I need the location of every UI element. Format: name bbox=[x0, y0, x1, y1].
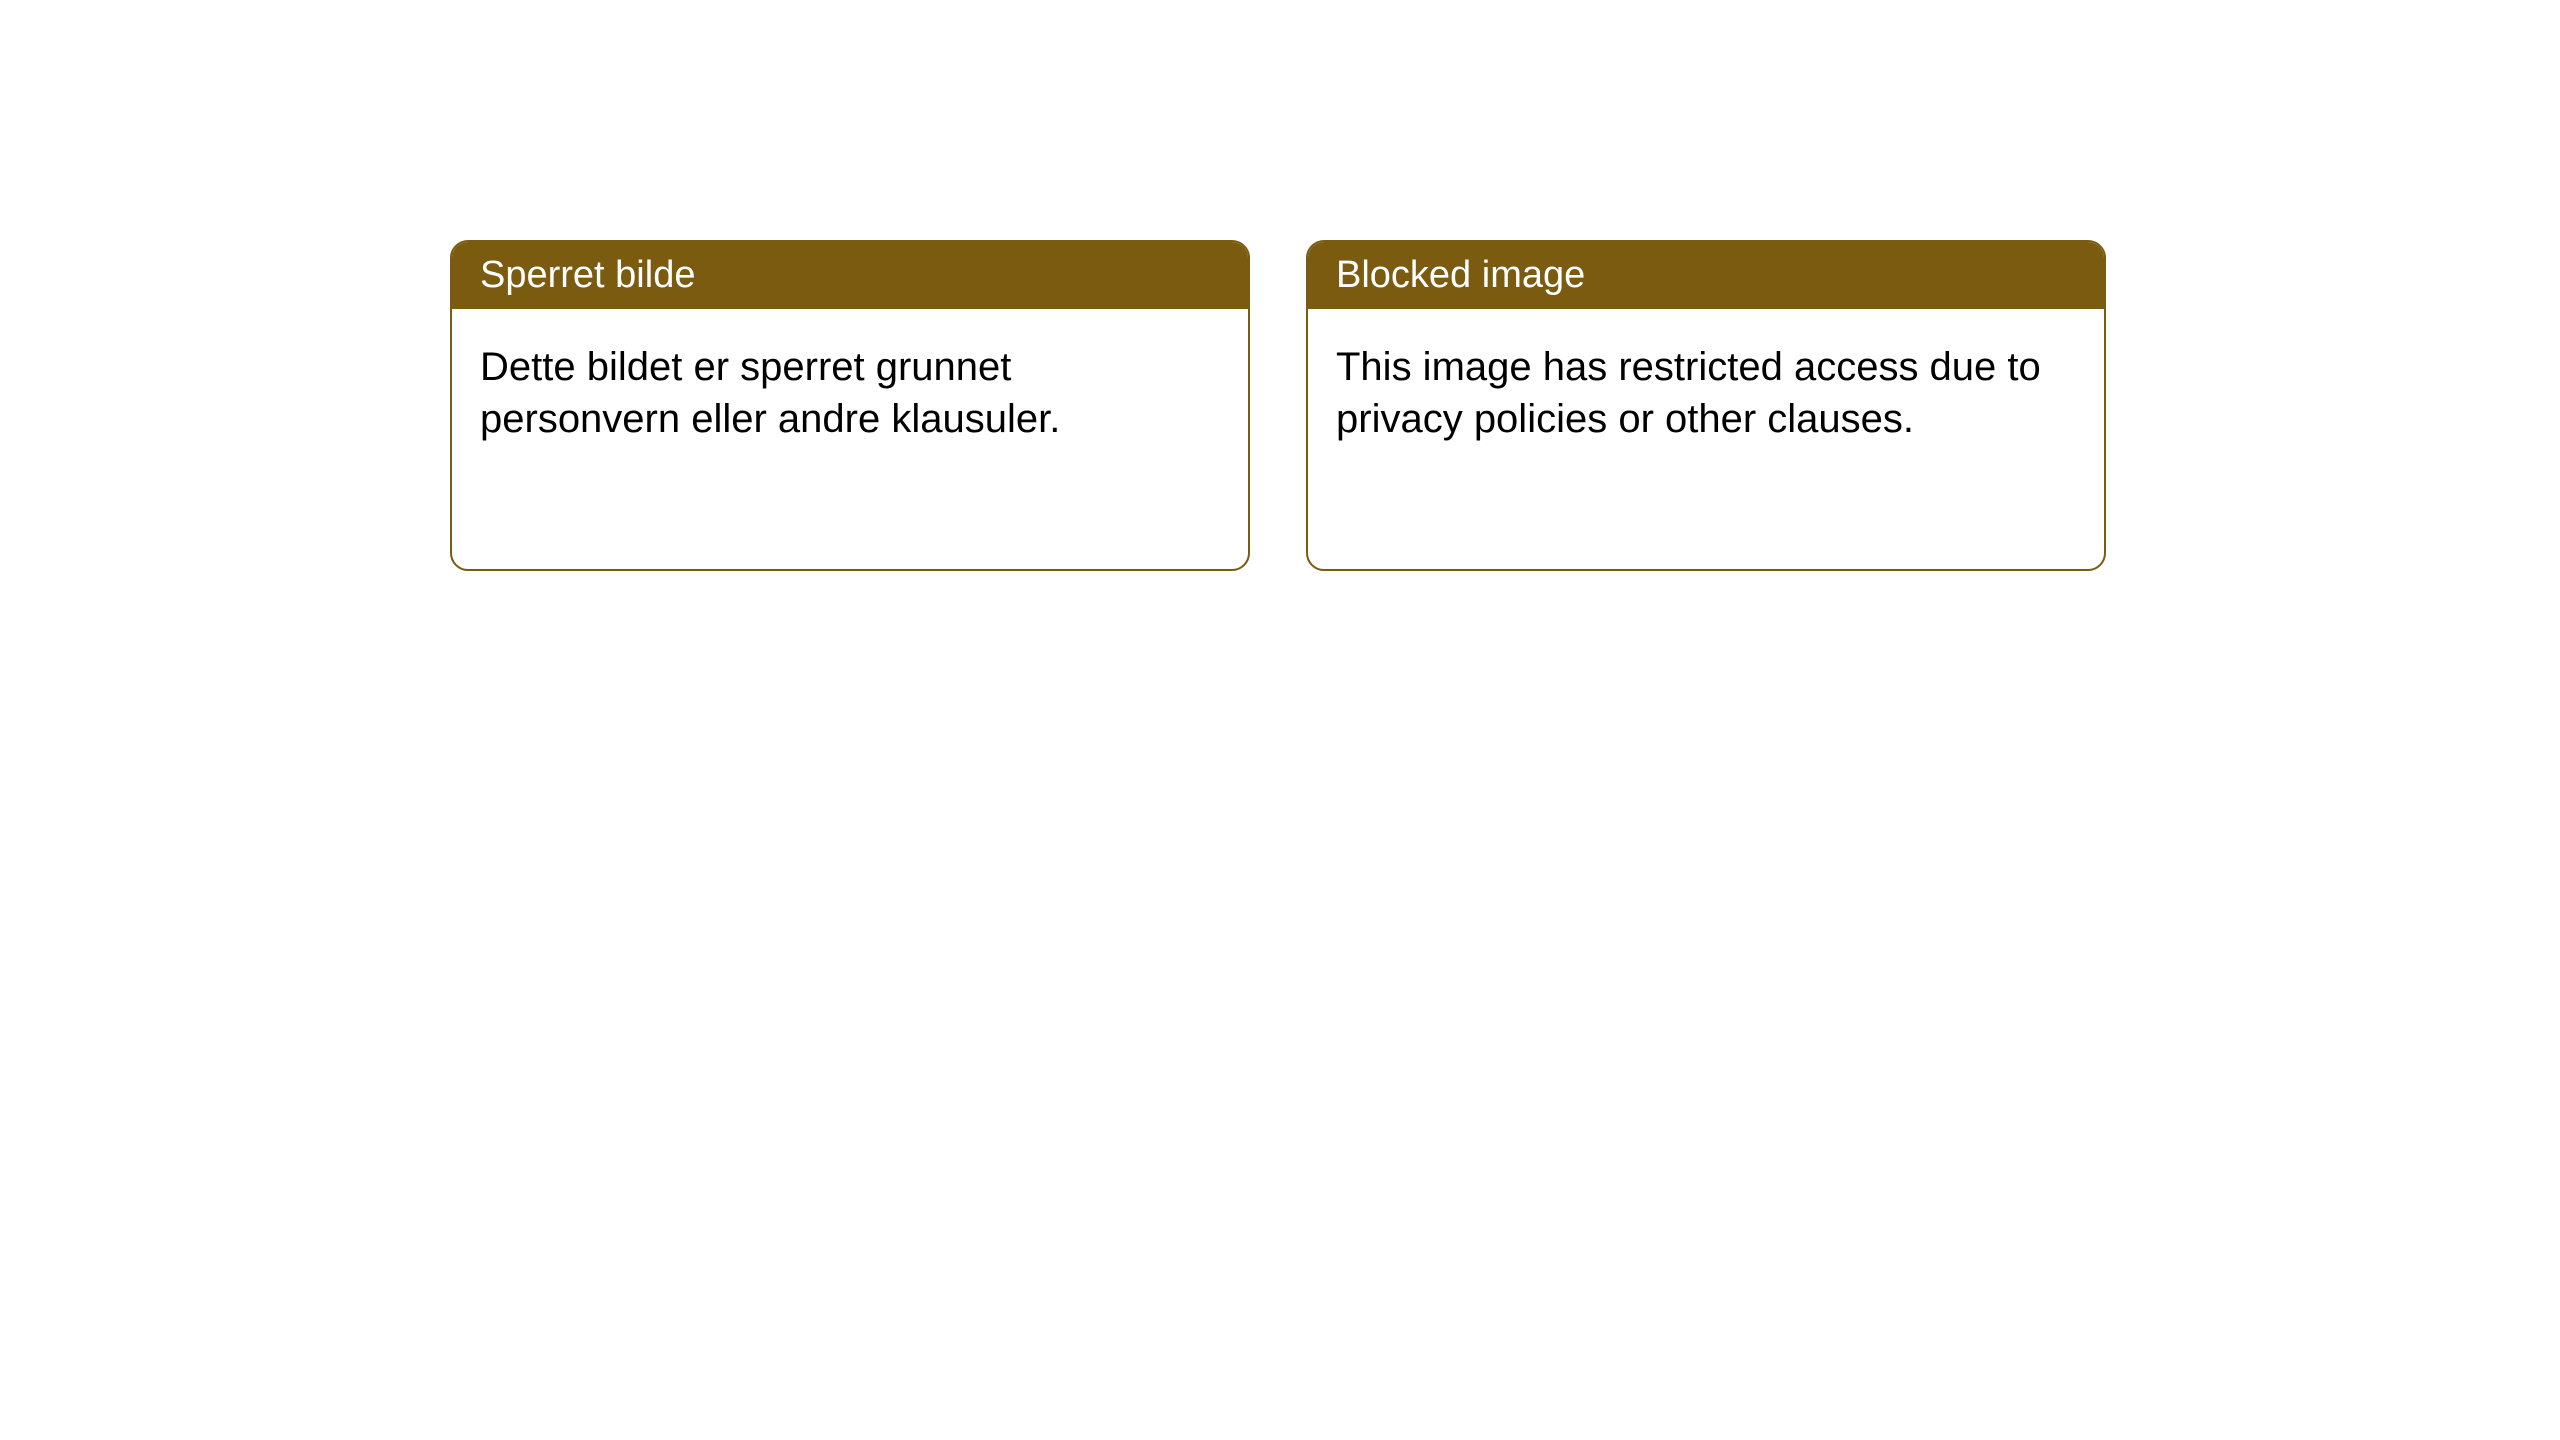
card-header: Sperret bilde bbox=[452, 242, 1248, 309]
card-message: Dette bildet er sperret grunnet personve… bbox=[480, 341, 1220, 445]
card-message: This image has restricted access due to … bbox=[1336, 341, 2076, 445]
notice-cards-container: Sperret bilde Dette bildet er sperret gr… bbox=[450, 240, 2106, 571]
card-title: Sperret bilde bbox=[480, 254, 695, 296]
notice-card-norwegian: Sperret bilde Dette bildet er sperret gr… bbox=[450, 240, 1250, 571]
card-body: Dette bildet er sperret grunnet personve… bbox=[452, 309, 1248, 569]
card-title: Blocked image bbox=[1336, 254, 1585, 296]
card-body: This image has restricted access due to … bbox=[1308, 309, 2104, 569]
notice-card-english: Blocked image This image has restricted … bbox=[1306, 240, 2106, 571]
card-header: Blocked image bbox=[1308, 242, 2104, 309]
